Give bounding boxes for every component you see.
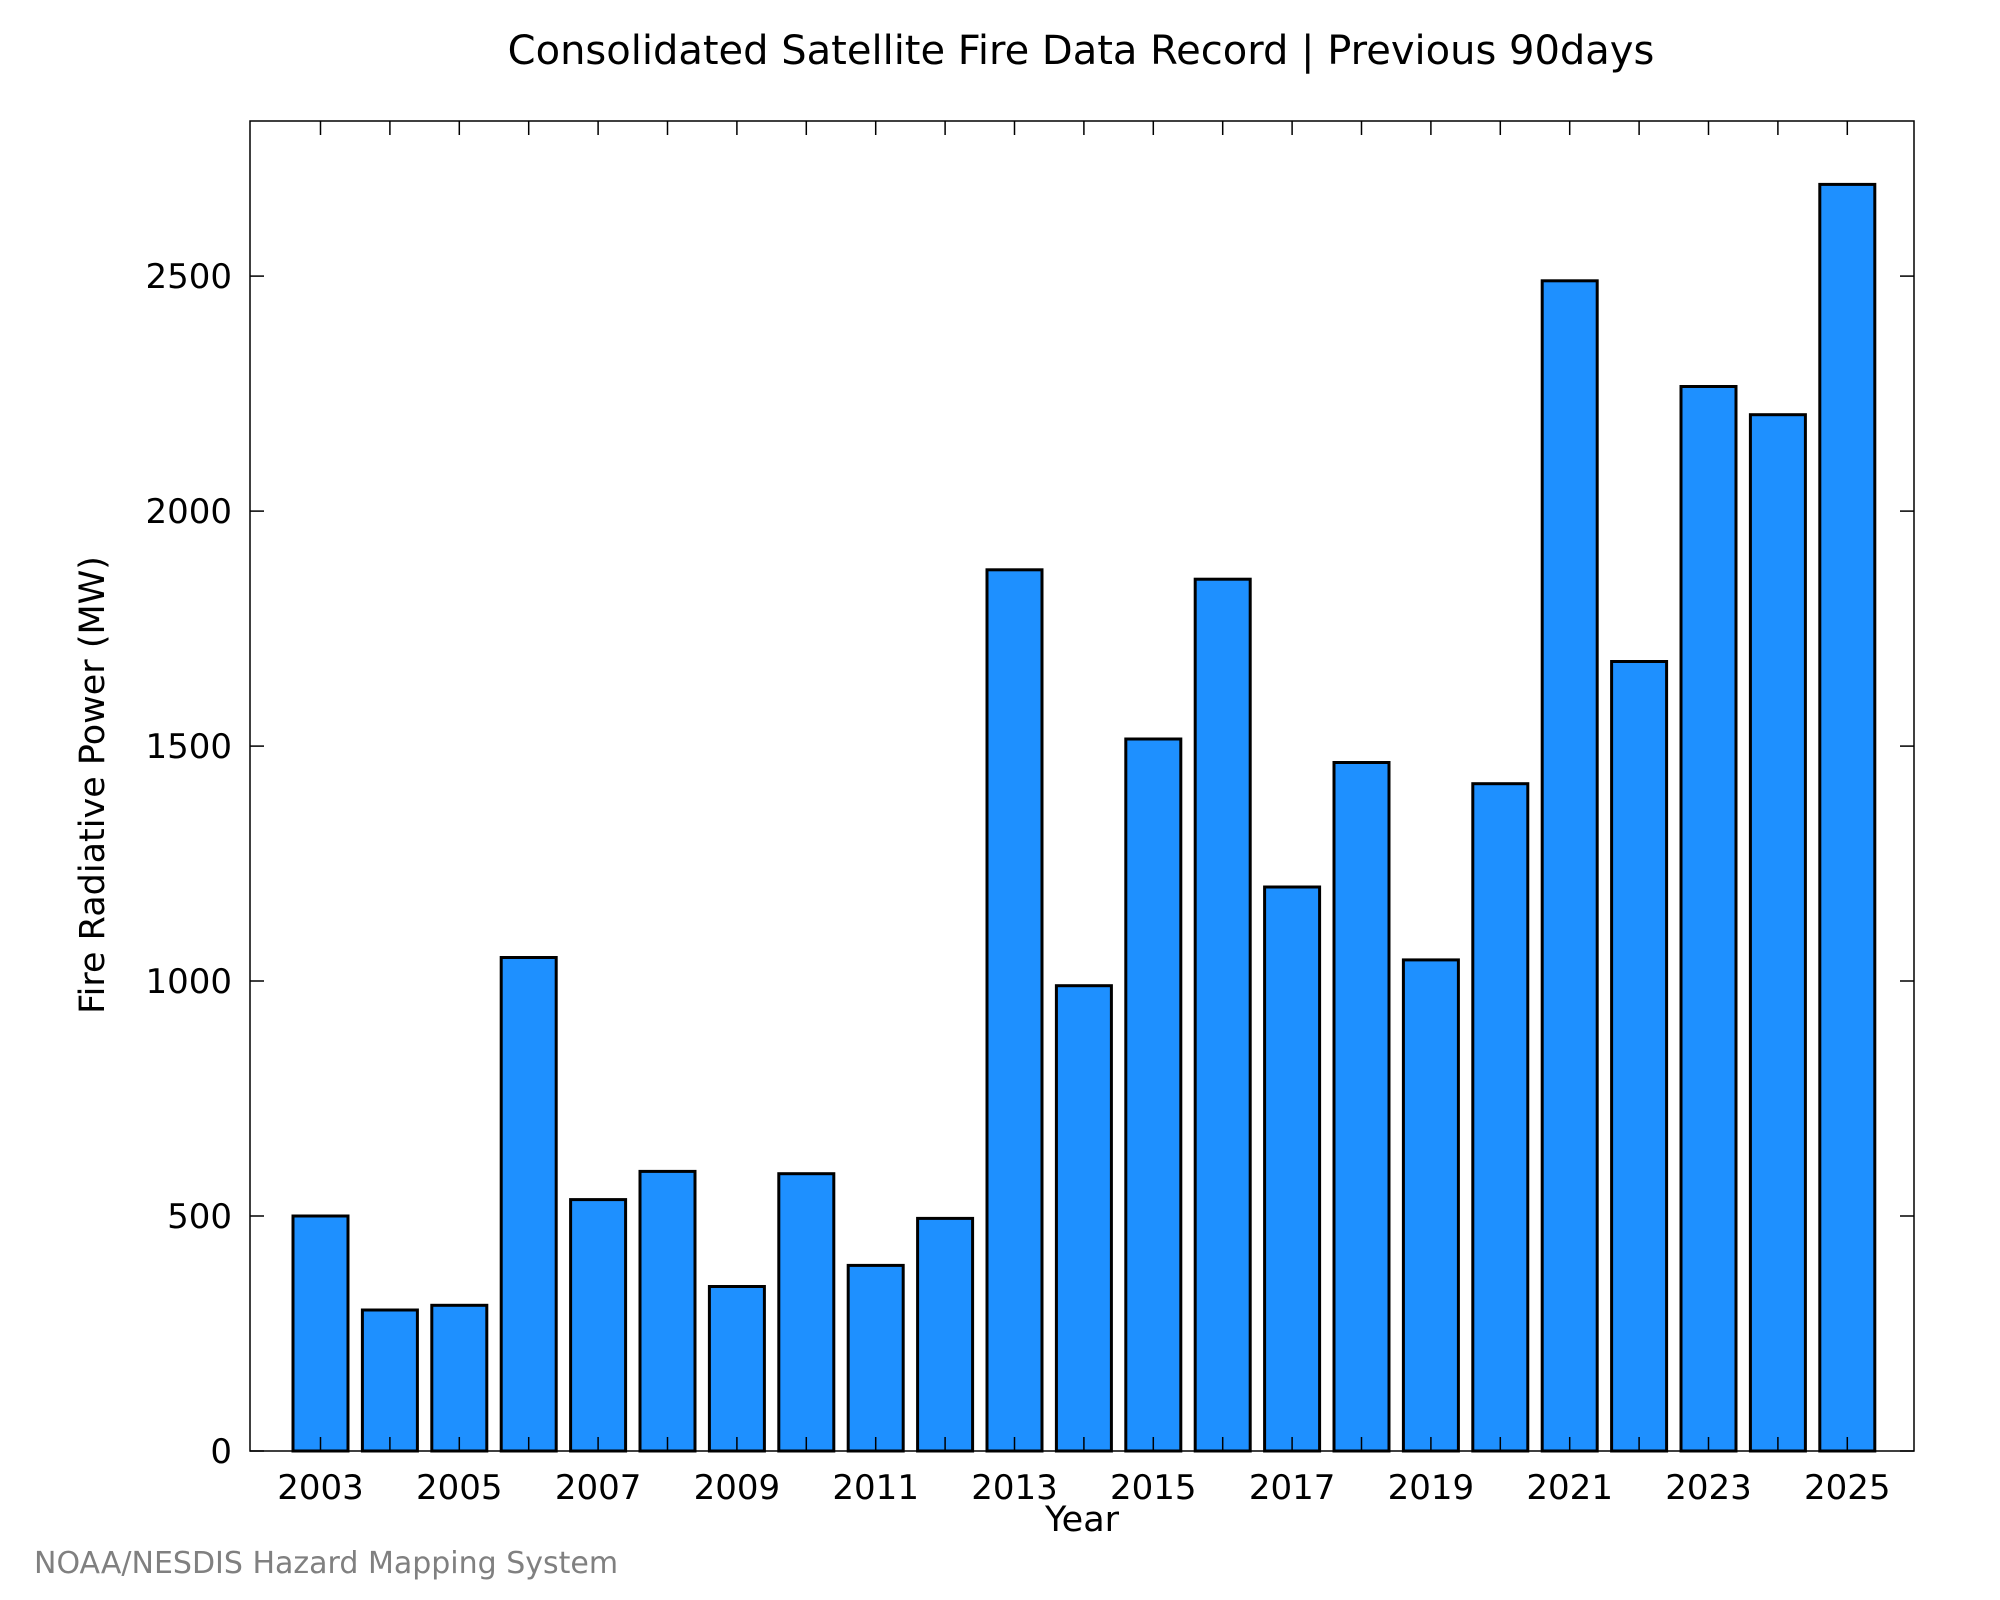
bar-2021 (1540, 279, 1599, 1453)
y-axis-label: Fire Radiative Power (MW) (73, 556, 113, 1014)
x-axis-label: Year (1044, 1500, 1120, 1540)
bar-2013 (985, 568, 1044, 1453)
bar-2003 (291, 1214, 350, 1453)
y-tick-label: 1500 (145, 727, 232, 767)
bar-2020 (1471, 782, 1530, 1453)
x-tick-label: 2003 (277, 1468, 364, 1508)
bar-2012 (916, 1216, 975, 1453)
bar-2007 (569, 1198, 628, 1453)
bar-2024 (1748, 413, 1807, 1453)
x-tick-label: 2009 (694, 1468, 781, 1508)
bar-2017 (1263, 885, 1322, 1453)
bar-2015 (1124, 737, 1183, 1453)
x-tick-label: 2015 (1110, 1468, 1197, 1508)
x-tick-label: 2019 (1388, 1468, 1475, 1508)
x-tick-label: 2011 (832, 1468, 919, 1508)
x-tick-label: 2021 (1526, 1468, 1613, 1508)
bar-2025 (1818, 182, 1877, 1453)
bar-2005 (430, 1303, 489, 1453)
bar-2006 (499, 956, 558, 1453)
bar-2023 (1679, 385, 1738, 1453)
x-tick-label: 2013 (971, 1468, 1058, 1508)
bar-2008 (638, 1169, 697, 1453)
y-tick-label: 1000 (145, 962, 232, 1002)
x-tick-label: 2017 (1249, 1468, 1336, 1508)
chart-title: Consolidated Satellite Fire Data Record … (508, 28, 1655, 74)
bars-group (291, 182, 1877, 1453)
bar-2004 (360, 1308, 419, 1453)
bar-2018 (1332, 761, 1391, 1453)
x-tick-label: 2007 (555, 1468, 642, 1508)
x-tick-label: 2025 (1804, 1468, 1891, 1508)
bar-2009 (707, 1285, 766, 1453)
x-tick-label: 2005 (416, 1468, 503, 1508)
y-tick-label: 500 (167, 1197, 232, 1237)
bar-2014 (1054, 984, 1113, 1453)
bar-2019 (1401, 958, 1460, 1453)
x-tick-label: 2023 (1665, 1468, 1752, 1508)
source-credit: NOAA/NESDIS Hazard Mapping System (34, 1546, 618, 1581)
plot-frame (249, 120, 1915, 1452)
y-tick-label: 2000 (145, 492, 232, 532)
y-tick-label: 0 (210, 1432, 232, 1472)
bar-2022 (1610, 660, 1669, 1453)
bar-2011 (846, 1263, 905, 1453)
y-tick-label: 2500 (145, 257, 232, 297)
bar-2016 (1193, 577, 1252, 1453)
tick-labels-group: 2003 2005 2007 2009 2011 2013 2015 2017 2019 2021… (145, 257, 1890, 1508)
bar-2010 (777, 1172, 836, 1453)
